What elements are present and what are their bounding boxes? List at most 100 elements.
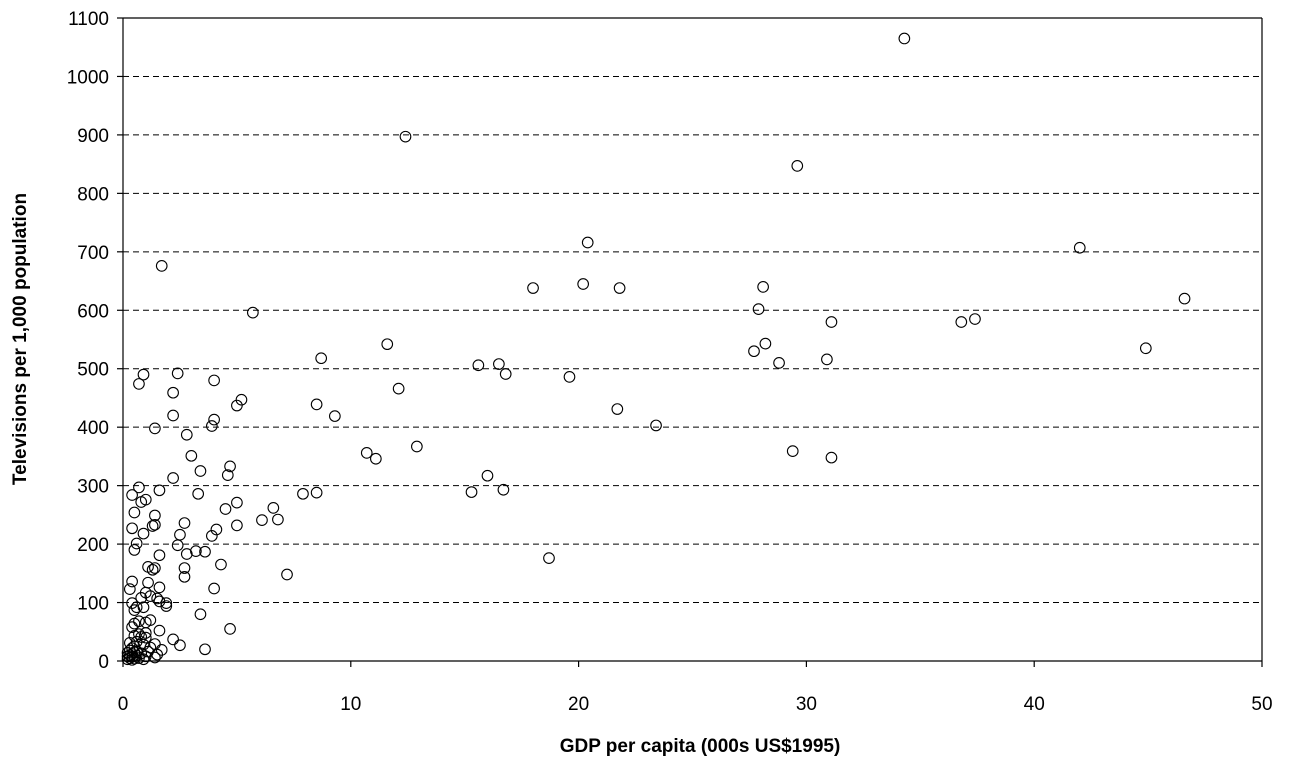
data-point [481,469,494,482]
data-point [178,562,191,574]
data-point [180,428,193,441]
data-point [137,368,150,381]
data-point [174,528,186,541]
data-point [153,581,166,594]
data-point [160,600,173,612]
data-point [748,345,760,358]
data-point [499,368,512,380]
data-point [563,371,576,383]
data-point [146,563,159,576]
data-point [185,449,198,462]
x-axis-ticks: 0 10 20 30 40 50 [118,661,1273,715]
data-point [370,452,382,465]
data-point [135,592,148,604]
data-point [151,648,164,661]
data-point [194,465,207,477]
data-point [773,357,785,369]
data-point [135,631,148,643]
data-point [126,621,138,633]
data-point [128,506,141,519]
y-tick-label: 300 [77,477,109,498]
data-point [149,518,161,531]
data-point [392,382,405,395]
data-point [231,519,243,532]
data-point [160,597,173,609]
x-tick-label: 0 [118,694,129,715]
x-axis-title: GDP per capita (000s US$1995) [560,736,841,757]
data-point [246,306,259,319]
data-point [123,583,136,595]
data-point [144,590,157,602]
data-point [121,653,134,666]
y-tick-label: 900 [77,126,109,147]
data-point [208,582,220,595]
data-point [224,460,236,473]
data-point [527,282,539,294]
y-tick-label: 600 [77,301,109,322]
data-point [215,558,227,571]
data-point [1178,292,1191,305]
data-point [167,386,179,399]
data-point [126,489,138,501]
data-point [786,445,799,457]
data-point [581,236,594,249]
data-point [149,422,161,435]
data-point [231,399,243,412]
data-point [310,486,323,499]
plot-frame [122,17,1263,662]
data-point [139,650,152,663]
y-tick-label: 800 [77,184,109,205]
x-tick-label: 40 [1024,694,1045,715]
data-point [399,130,412,143]
data-point [205,420,218,432]
data-point [825,451,838,464]
data-point [180,548,193,560]
data-point [219,503,232,515]
data-points [121,32,1191,666]
data-point [155,259,168,272]
data-point [137,527,150,540]
data-point [256,514,268,526]
x-tick-label: 10 [340,694,361,715]
data-point [315,352,328,365]
data-point [155,644,168,656]
x-tick-label: 50 [1251,694,1272,715]
data-point [297,487,309,500]
data-point [493,358,505,370]
data-point [611,403,624,415]
data-point [199,643,211,656]
data-point [153,549,166,562]
data-point [126,653,138,666]
y-axis-title: Televisions per 1,000 population [10,193,31,485]
x-tick-label: 30 [796,694,817,715]
data-point [224,622,236,635]
data-point [178,517,191,529]
data-point [178,570,191,583]
data-point [123,652,136,664]
data-point [497,483,510,496]
data-point [149,651,161,664]
data-point [128,544,141,556]
data-point [752,303,765,315]
data-point [128,604,141,616]
data-point [130,537,143,550]
x-tick-label: 20 [568,694,589,715]
data-point [130,601,143,614]
data-point [821,353,833,366]
y-tick-label: 700 [77,243,109,264]
y-tick-label: 1100 [68,9,109,30]
data-point [194,608,207,621]
data-point [825,316,838,328]
y-tick-label: 1000 [67,67,109,88]
data-point [210,523,223,536]
data-point [208,413,220,426]
data-point [133,481,145,494]
data-point [791,160,804,172]
data-point [167,409,179,422]
data-point [139,627,152,639]
gridlines [123,17,1262,604]
data-point [153,484,166,497]
data-point [411,440,423,453]
data-point [126,597,138,609]
